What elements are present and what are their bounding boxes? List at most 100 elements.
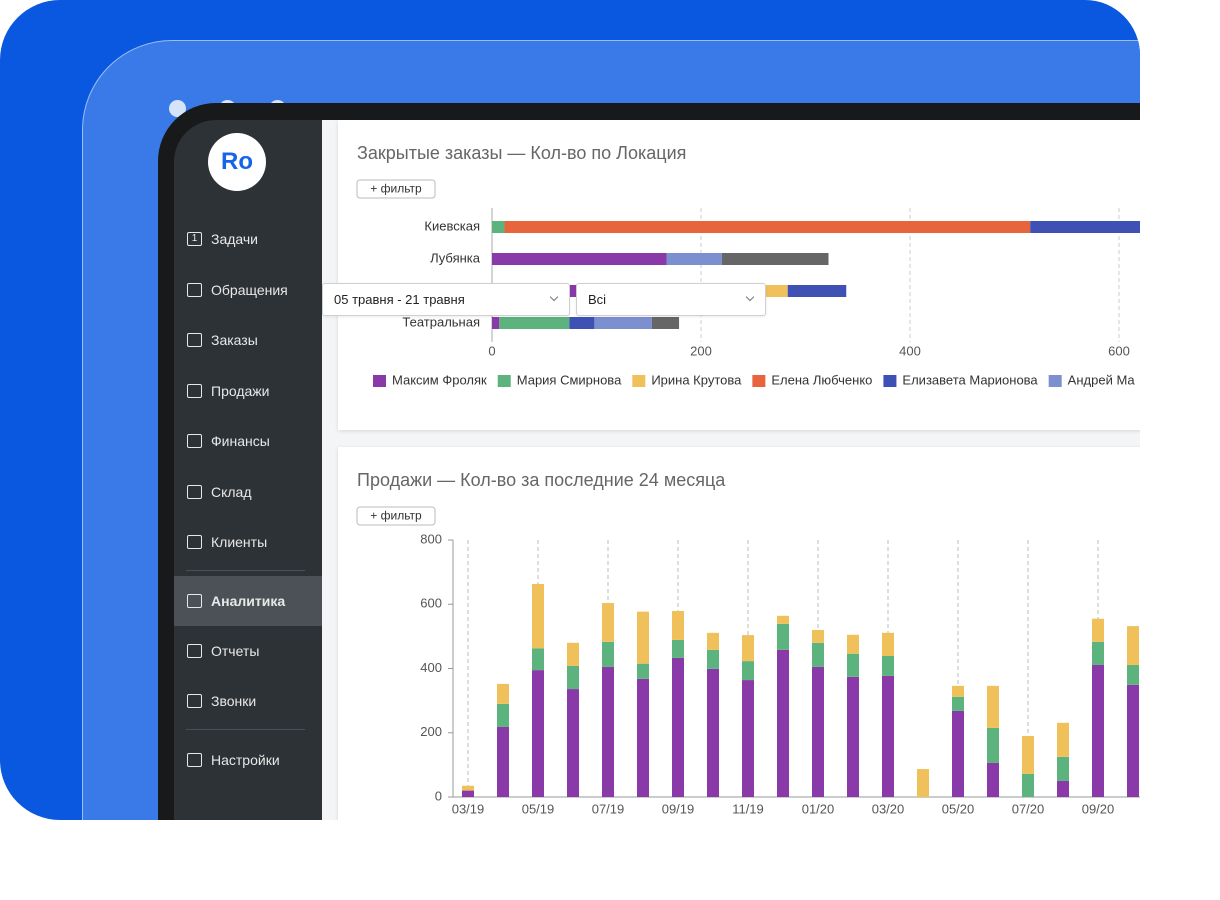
bar-segment xyxy=(532,670,544,797)
bar-segment xyxy=(882,632,894,656)
logo[interactable]: Ro xyxy=(208,133,266,191)
menu-label: Финансы xyxy=(211,433,270,449)
y-tick-label: 600 xyxy=(420,596,442,611)
legend-label: Мария Смирнова xyxy=(517,372,622,387)
bar-segment xyxy=(637,611,649,664)
menu-icon xyxy=(187,283,202,297)
bar-segment xyxy=(812,642,824,667)
bar-segment xyxy=(1127,684,1139,797)
content: Закрытые заказы — Кол-во по Локация + фил… xyxy=(322,120,1140,820)
scope-dropdown[interactable]: Всі xyxy=(576,283,766,316)
menu-item[interactable]: Склад xyxy=(174,467,322,517)
menu-item[interactable]: Настройки xyxy=(174,735,322,785)
legend-label: Ирина Крутова xyxy=(651,372,742,387)
bar-segment xyxy=(504,221,1031,233)
bar-segment xyxy=(742,635,754,662)
bar-segment xyxy=(567,642,579,666)
menu-icon xyxy=(187,333,202,347)
x-tick-label: 11/19 xyxy=(732,801,764,816)
bar-segment xyxy=(777,649,789,797)
bar-segment xyxy=(952,685,964,697)
separator xyxy=(186,570,305,571)
menu-item[interactable]: Продажи xyxy=(174,366,322,416)
menu-item[interactable]: Звонки xyxy=(174,676,322,726)
legend-swatch xyxy=(497,375,511,387)
x-tick-label: 03/20 xyxy=(872,801,905,816)
bar-segment xyxy=(567,665,579,690)
bar-segment xyxy=(602,602,614,642)
y-tick-label: Лубянка xyxy=(430,250,481,265)
y-tick-label: 800 xyxy=(420,531,442,546)
x-tick-label: 09/19 xyxy=(662,801,695,816)
x-tick-label: 03/19 xyxy=(452,801,485,816)
chart: Продажи — Кол-во за последние 24 месяца +… xyxy=(356,470,1140,816)
filter-button[interactable] xyxy=(356,506,436,526)
menu-item[interactable]: Заказы xyxy=(174,315,322,365)
bar-segment xyxy=(917,769,929,797)
bar-segment xyxy=(672,610,684,640)
bar-segment xyxy=(462,785,474,791)
menu-icon xyxy=(187,694,202,708)
bar-segment xyxy=(499,317,570,329)
legend-swatch xyxy=(883,375,897,387)
x-tick-label: 07/19 xyxy=(592,801,625,816)
bar-segment xyxy=(651,317,680,329)
bar-segment xyxy=(497,703,509,727)
bar-segment xyxy=(777,615,789,624)
menu-label: Звонки xyxy=(211,693,257,709)
sidebar: Ro 1 Задачи Обращения Заказы Продажи Финансы С… xyxy=(174,120,322,820)
menu-icon xyxy=(187,644,202,658)
menu-icon: 1 xyxy=(187,232,202,246)
menu-label: Аналитика xyxy=(211,593,286,609)
legend-label: Андрей Ма xyxy=(1068,372,1136,387)
background: Ro 1 Задачи Обращения Заказы Продажи Финансы С… xyxy=(0,0,1140,820)
bar-segment xyxy=(1092,664,1104,797)
bar-segment xyxy=(987,685,999,728)
bar-segment xyxy=(532,584,544,649)
filter-button[interactable] xyxy=(356,179,436,199)
bar-segment xyxy=(1022,735,1034,774)
bar-segment xyxy=(987,762,999,797)
legend-label: Елизавета Марионова xyxy=(902,372,1038,387)
bar-segment xyxy=(742,680,754,797)
menu-item[interactable]: Финансы xyxy=(174,416,322,466)
menu-item[interactable]: Отчеты xyxy=(174,626,322,676)
bar-segment xyxy=(952,696,964,711)
y-tick-label: Театральная xyxy=(402,314,480,329)
bar-segment xyxy=(987,727,999,763)
bar-segment xyxy=(492,317,500,329)
bar-segment xyxy=(707,668,719,797)
menu-item[interactable]: Обращения xyxy=(174,265,322,315)
bar-segment xyxy=(602,641,614,667)
menu-item[interactable]: Клиенты xyxy=(174,517,322,567)
bar-segment xyxy=(1127,626,1139,665)
menu-label: Продажи xyxy=(211,383,270,399)
y-tick-label: Киевская xyxy=(424,218,480,233)
bar-segment xyxy=(1092,641,1104,665)
dropdown-text: 05 травня - 21 травня xyxy=(334,292,465,307)
x-tick-label: 0 xyxy=(488,343,495,358)
x-tick-label: 400 xyxy=(899,343,921,358)
x-tick-label: 07/20 xyxy=(1012,801,1045,816)
bar-segment xyxy=(672,657,684,797)
chart-title: Закрытые заказы — Кол-во по Локация xyxy=(357,143,686,163)
bar-segment xyxy=(1022,773,1034,797)
menu-icon xyxy=(187,594,202,608)
bar-segment xyxy=(742,661,754,681)
menu-item[interactable]: 1 Задачи xyxy=(174,214,322,264)
legend-swatch xyxy=(752,375,766,387)
y-tick-label: 0 xyxy=(435,788,442,803)
chart: Закрытые заказы — Кол-во по Локация + фил… xyxy=(356,143,1140,387)
bar-segment xyxy=(637,663,649,679)
bar-segment xyxy=(567,689,579,797)
bar-segment xyxy=(497,726,509,797)
date-dropdown[interactable]: 05 травня - 21 травня xyxy=(322,283,570,316)
legend-swatch xyxy=(1048,375,1062,387)
bar-segment xyxy=(847,676,859,797)
menu-item[interactable]: Аналитика xyxy=(174,576,322,626)
bar-segment xyxy=(707,632,719,650)
bar-segment xyxy=(1092,618,1104,642)
card: Закрытые заказы — Кол-во по Локация + фил… xyxy=(338,120,1140,430)
bar-segment xyxy=(847,653,859,677)
